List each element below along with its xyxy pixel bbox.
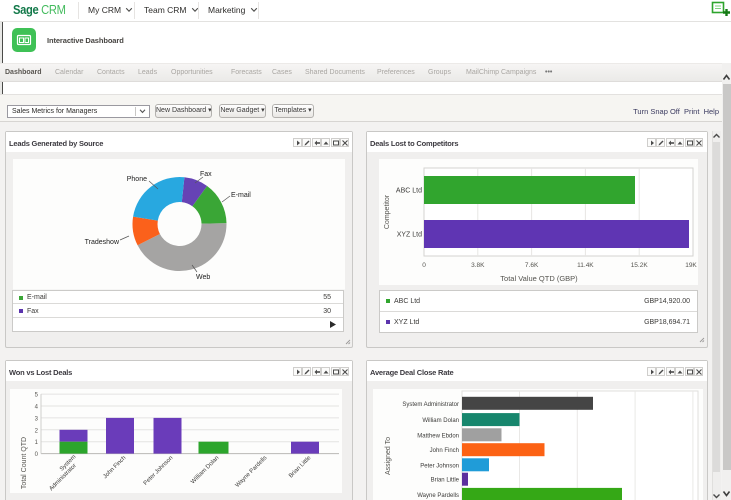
svg-text:2: 2: [35, 428, 39, 434]
svg-text:ABC Ltd: ABC Ltd: [396, 188, 422, 195]
svg-text:1: 1: [35, 440, 39, 446]
svg-text:Assigned To: Assigned To: [385, 437, 392, 475]
svg-text:XYZ Ltd: XYZ Ltd: [397, 232, 422, 239]
svg-text:System Administrator: System Administrator: [402, 402, 459, 408]
svg-text:0: 0: [35, 452, 39, 458]
svg-text:19K: 19K: [685, 262, 697, 269]
svg-text:5: 5: [35, 393, 39, 399]
svg-text:Tradeshow: Tradeshow: [85, 239, 120, 246]
svg-text:Total Count QTD: Total Count QTD: [21, 437, 28, 489]
svg-text:15.2K: 15.2K: [631, 262, 649, 269]
svg-text:Matthew Ebdon: Matthew Ebdon: [417, 433, 459, 439]
svg-text:4: 4: [35, 405, 39, 411]
svg-text:Total Value QTD (GBP): Total Value QTD (GBP): [500, 274, 578, 283]
svg-text:3: 3: [35, 416, 39, 422]
svg-text:Phone: Phone: [127, 176, 147, 183]
svg-text:E-mail: E-mail: [231, 192, 251, 199]
svg-text:Fax: Fax: [200, 171, 212, 178]
svg-text:John Finch: John Finch: [430, 448, 459, 454]
svg-text:Competitor: Competitor: [384, 194, 391, 229]
svg-text:Wayne Pardells: Wayne Pardells: [417, 493, 459, 499]
svg-text:Web: Web: [196, 274, 210, 281]
svg-text:3.8K: 3.8K: [471, 262, 485, 269]
svg-text:7.6K: 7.6K: [525, 262, 539, 269]
svg-text:11.4K: 11.4K: [577, 262, 594, 269]
svg-text:William Dolan: William Dolan: [422, 418, 459, 424]
svg-text:0: 0: [422, 262, 426, 269]
svg-text:Brian Little: Brian Little: [431, 478, 460, 484]
svg-text:Peter Johnson: Peter Johnson: [420, 463, 459, 469]
